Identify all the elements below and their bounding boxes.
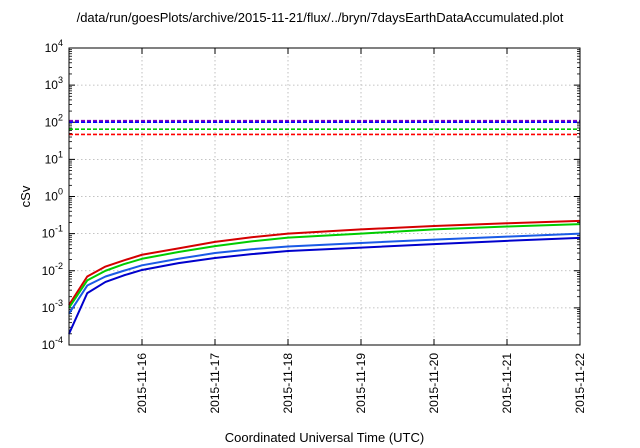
y-tick-label: 100 <box>45 187 63 204</box>
x-tick-label: 2015-11-17 <box>208 353 222 414</box>
x-tick-label: 2015-11-22 <box>573 353 587 414</box>
series-line <box>68 236 581 335</box>
series-line <box>68 223 581 309</box>
y-axis-label: cSv <box>18 185 33 207</box>
y-tick-label: 10-4 <box>42 335 63 352</box>
x-tick-label: 2015-11-19 <box>354 353 368 414</box>
y-tick-label: 101 <box>45 149 63 166</box>
y-tick-label: 102 <box>45 112 63 129</box>
y-tick-label: 10-2 <box>42 261 63 278</box>
chart-title: /data/run/goesPlots/archive/2015-11-21/f… <box>76 10 564 25</box>
x-tick-label: 2015-11-20 <box>427 353 441 414</box>
y-tick-label: 10-3 <box>42 298 63 315</box>
x-axis-label: Coordinated Universal Time (UTC) <box>225 430 424 445</box>
series-line <box>68 232 581 315</box>
y-tick-label: 103 <box>45 75 63 92</box>
x-tick-label: 2015-11-16 <box>135 353 149 414</box>
x-tick-label: 2015-11-21 <box>500 353 514 414</box>
plot-frame <box>68 47 581 346</box>
y-tick-label: 104 <box>45 38 63 55</box>
y-tick-label: 10-1 <box>42 224 63 241</box>
x-tick-label: 2015-11-18 <box>281 353 295 414</box>
series-line <box>68 219 581 306</box>
